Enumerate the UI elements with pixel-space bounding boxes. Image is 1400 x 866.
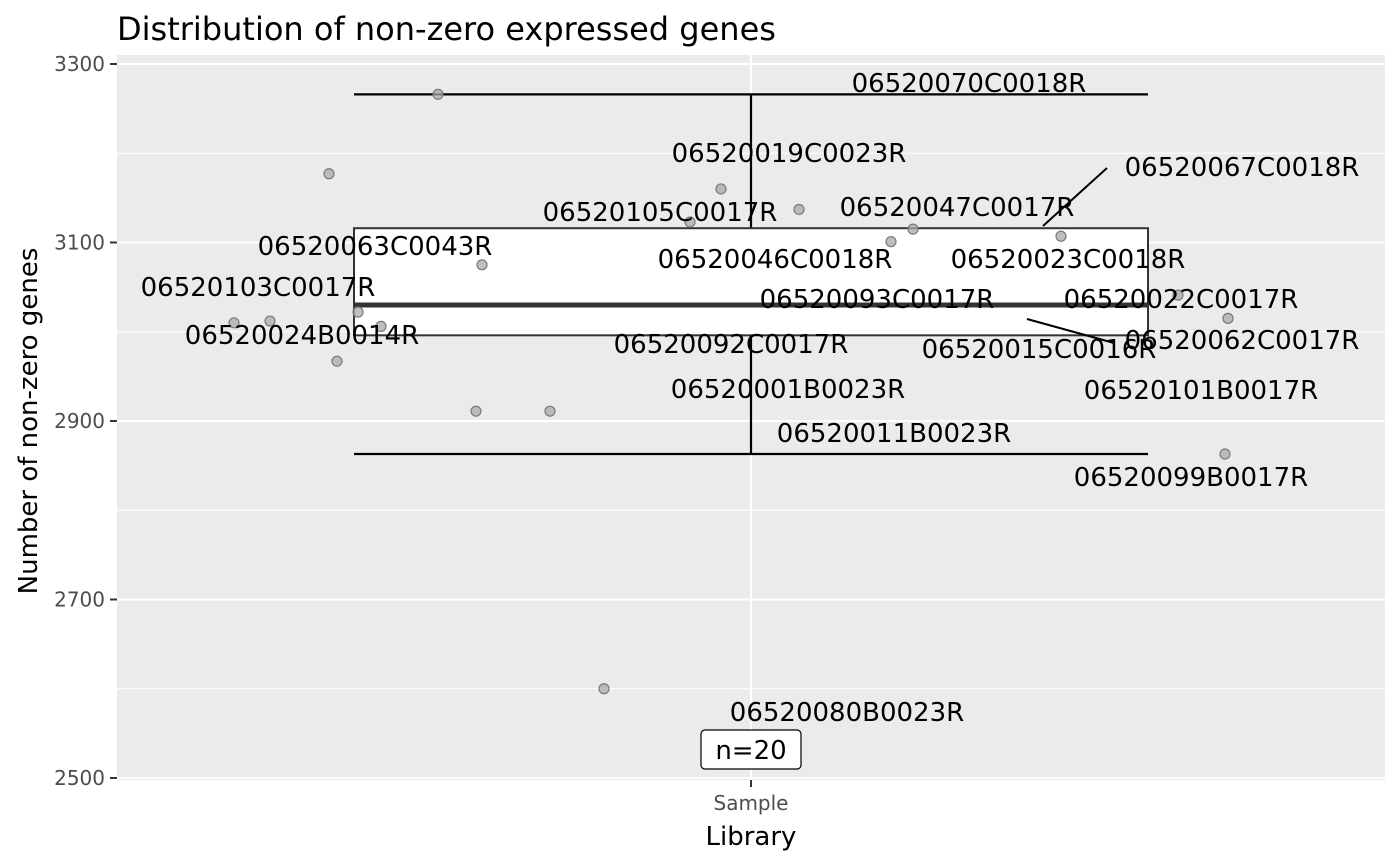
data-point [1222, 312, 1234, 324]
data-point [228, 317, 240, 329]
x-tick-label: Sample [714, 791, 789, 815]
data-point [331, 355, 343, 367]
data-point [907, 223, 919, 235]
data-point [1219, 448, 1231, 460]
y-tick-label: 2500 [54, 766, 105, 790]
y-tick-label: 3300 [54, 52, 105, 76]
y-tick-label: 2900 [54, 409, 105, 433]
point-label: 06520063C0043R [258, 232, 493, 262]
data-point [1055, 230, 1067, 242]
data-point [544, 405, 556, 417]
point-label: 06520105C0017R [543, 198, 778, 228]
leader-line [1042, 167, 1108, 227]
data-point [476, 259, 488, 271]
point-label: 06520080B0023R [730, 698, 964, 728]
data-point [264, 315, 276, 327]
y-tick-label: 2700 [54, 588, 105, 612]
count-label: n=20 [715, 736, 786, 766]
x-axis: Sample [714, 780, 789, 815]
point-label: 06520023C0018R [951, 245, 1186, 275]
chart-title: Distribution of non-zero expressed genes [117, 10, 776, 48]
point-label: 06520101B0017R [1084, 376, 1318, 406]
data-point [684, 216, 696, 228]
data-point [1172, 289, 1184, 301]
data-point [793, 203, 805, 216]
x-axis-title: Library [706, 822, 797, 852]
box-iqr [353, 227, 1149, 337]
y-axis-title: Number of non-zero genes [14, 248, 44, 595]
y-axis: 2500 2700 2900 3100 3300 [54, 52, 117, 790]
point-label: 06520019C0023R [672, 139, 907, 169]
data-point [598, 683, 610, 695]
point-label: 06520015C0016R [922, 335, 1157, 365]
point-label: 06520001B0023R [671, 375, 905, 405]
label-leader-lines [1026, 167, 1115, 344]
point-label: 06520022C0017R [1064, 285, 1299, 315]
leader-line [1026, 318, 1115, 344]
data-point [715, 183, 727, 195]
data-point [432, 88, 444, 100]
point-label: 06520011B0023R [777, 419, 1011, 449]
data-points [228, 88, 1234, 695]
point-label: 06520092C0017R [614, 330, 849, 360]
count-label-group: n=20 [700, 729, 802, 770]
count-label-box [700, 729, 802, 770]
y-tick-label: 3100 [54, 231, 105, 255]
data-point [885, 236, 897, 248]
point-label: 06520062C0017R [1125, 326, 1360, 356]
point-label: 06520070C0018R [852, 69, 1087, 99]
point-label: 06520047C0017R [840, 193, 1075, 223]
point-label: 06520046C0018R [658, 245, 893, 275]
point-label: 06520099B0017R [1074, 463, 1308, 493]
data-point [375, 320, 387, 332]
point-label: 06520093C0017R [760, 285, 995, 315]
data-point [470, 405, 482, 417]
data-point [352, 306, 364, 318]
data-point [323, 168, 335, 180]
boxplot [353, 93, 1149, 456]
point-label: 06520067C0018R [1125, 153, 1360, 183]
point-labels: 06520070C0018R 06520019C0023R 06520067C001… [141, 69, 1360, 728]
point-label: 06520024B0014R [185, 321, 419, 351]
point-label: 06520103C0017R [141, 273, 376, 303]
